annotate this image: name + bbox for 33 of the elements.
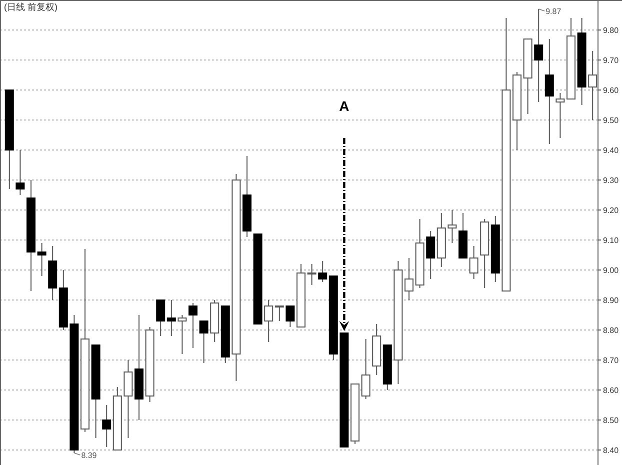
candlestick: [469, 246, 478, 280]
y-tick-label: 8.70: [603, 356, 620, 365]
y-tick-label: 9.30: [603, 176, 620, 185]
y-tick-label: 8.50: [603, 416, 620, 425]
candlestick: [361, 338, 370, 400]
annotation: A: [339, 98, 350, 114]
y-tick-label: 9.00: [603, 266, 620, 275]
y-tick-label: 9.60: [603, 86, 620, 95]
annotation: 9.87: [546, 7, 562, 16]
candlestick: [156, 300, 166, 336]
y-tick-label: 9.50: [603, 116, 620, 125]
y-tick-label: 9.70: [603, 56, 620, 65]
chart-title: (日线 前复权): [4, 2, 58, 12]
y-tick-label: 8.90: [603, 296, 620, 305]
y-tick-label: 9.80: [603, 26, 620, 35]
candlestick: [178, 314, 187, 354]
candlestick: [37, 242, 46, 276]
candlestick: [556, 92, 565, 138]
candlestick: [16, 150, 25, 196]
y-tick-label: 8.80: [603, 326, 620, 335]
y-tick-label: 9.10: [603, 236, 620, 245]
candlestick: [404, 258, 414, 300]
y-tick-label: 8.60: [603, 386, 620, 395]
candlestick: [188, 302, 198, 348]
candlestick: [544, 38, 554, 144]
y-tick-label: 8.40: [603, 446, 620, 455]
candlestick: [264, 300, 274, 342]
y-tick-label: 9.20: [603, 206, 620, 215]
annotation: 8.39: [81, 451, 98, 460]
candlestick: [102, 404, 112, 448]
y-tick-label: 9.40: [603, 146, 620, 155]
candlestick: [307, 264, 316, 286]
candlestick: [274, 306, 284, 322]
